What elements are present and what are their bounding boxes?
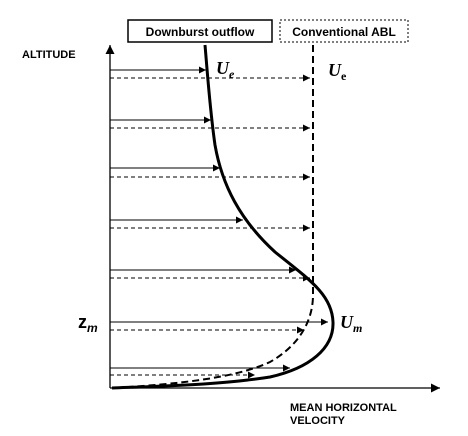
abl-profile — [111, 45, 314, 389]
downburst-profile — [111, 44, 335, 390]
legend-box — [279, 19, 409, 43]
legend-label: Conventional ABL — [292, 25, 396, 39]
downburst-arrows — [110, 66, 328, 372]
annotation: Ue — [216, 58, 235, 81]
annotation: Ue — [328, 60, 347, 83]
annotation: zm — [78, 312, 98, 335]
legend-box — [127, 19, 273, 43]
x-axis-label: VELOCITY — [290, 415, 346, 427]
x-axis-label: MEAN HORIZONTAL — [290, 402, 397, 414]
y-axis-label: ALTITUDE — [22, 49, 76, 61]
abl-arrows — [110, 74, 310, 379]
annotation: Um — [340, 312, 362, 335]
legend-label: Downburst outflow — [146, 25, 255, 39]
